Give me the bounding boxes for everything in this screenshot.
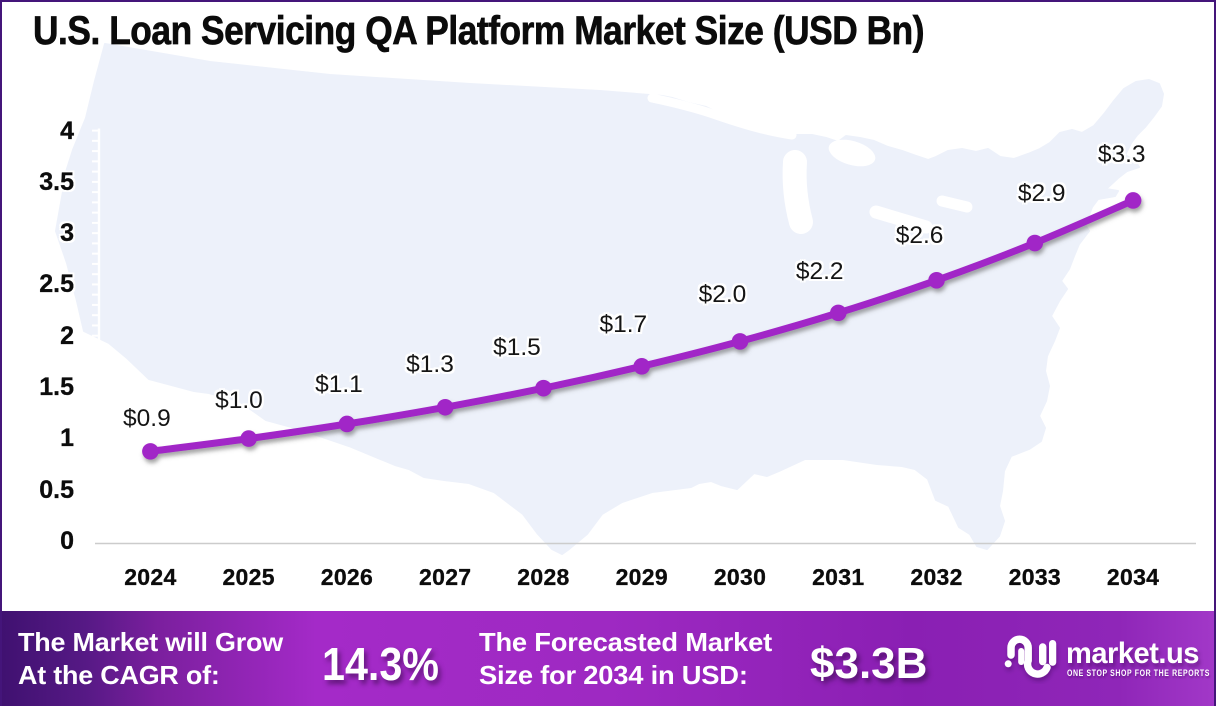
data-point-2034: [1124, 192, 1142, 209]
forecast-value: $3.3B: [810, 639, 928, 688]
x-tick-label-2034: 2034: [1106, 564, 1160, 590]
us-map-silhouette: [55, 43, 1164, 555]
cagr-label-line1: The Market will Grow: [18, 627, 283, 657]
data-point-2033: [1026, 234, 1044, 252]
lake-michigan: [782, 150, 813, 234]
data-point-2031: [829, 304, 847, 322]
data-point-2029: [633, 358, 651, 375]
logo-tagline: ONE STOP SHOP FOR THE REPORTS: [1067, 667, 1211, 678]
y-tick-label-2.5: 2.5: [39, 270, 74, 299]
data-point-2027: [436, 398, 454, 416]
marketus-logo-icon: [1004, 635, 1057, 678]
point-label-2026: $1.1: [315, 371, 363, 399]
x-tick-label-2029: 2029: [615, 564, 668, 590]
x-tick-label-2033: 2033: [1008, 564, 1062, 590]
point-label-2032: $2.6: [895, 221, 944, 249]
x-tick-label-2026: 2026: [320, 564, 374, 590]
data-point-2032: [928, 271, 945, 289]
x-tick-label-2032: 2032: [910, 564, 963, 590]
lake-erie: [869, 205, 933, 234]
forecast-label: The Forecasted Market Size for 2034 in U…: [479, 626, 772, 692]
point-label-2028: $1.5: [493, 333, 541, 361]
x-tick-label-2030: 2030: [713, 564, 767, 590]
y-tick-label-3: 3: [60, 219, 74, 248]
logo-wordmark: market.us: [1066, 637, 1199, 670]
footer-band: The Market will Grow At the CAGR of: 14.…: [0, 611, 1216, 706]
y-tick-label-3.5: 3.5: [39, 167, 74, 196]
logo-swoosh: [1007, 635, 1051, 678]
forecast-label-line1: The Forecasted Market: [479, 627, 772, 657]
data-point-2026: [338, 415, 356, 433]
point-label-2030: $2.0: [698, 280, 747, 308]
y-tick-label-2: 2: [60, 321, 74, 350]
point-label-2027: $1.3: [406, 350, 454, 378]
y-tick-label-0.5: 0.5: [39, 475, 74, 504]
y-tick-label-1.5: 1.5: [39, 372, 74, 401]
x-tick-label-2025: 2025: [222, 564, 275, 590]
y-tick-label-1: 1: [60, 424, 74, 453]
point-label-2031: $2.2: [795, 258, 844, 286]
x-tick-label-2031: 2031: [812, 564, 865, 590]
logo-dot: [1004, 660, 1012, 668]
great-lakes-cutouts: [647, 93, 973, 234]
lake-huron: [828, 139, 876, 167]
y-tick-label-4: 4: [60, 116, 74, 145]
data-point-markers: [142, 192, 1142, 460]
x-tick-label-2027: 2027: [419, 564, 472, 590]
point-label-2034: $3.3: [1097, 141, 1146, 169]
data-point-2025: [240, 430, 257, 447]
y-axis: [92, 128, 101, 545]
point-label-2025: $1.0: [215, 386, 263, 414]
point-label-2033: $2.9: [1017, 179, 1066, 207]
cagr-value: 14.3%: [322, 637, 440, 690]
data-point-2030: [731, 333, 749, 350]
point-label-2029: $1.7: [599, 310, 648, 338]
forecast-label-line2: Size for 2034 in USD:: [479, 660, 748, 690]
chart-title: U.S. Loan Servicing QA Platform Market S…: [33, 9, 925, 54]
point-label-2024: $0.9: [123, 405, 171, 433]
cagr-label: The Market will Grow At the CAGR of:: [18, 626, 283, 692]
data-point-2028: [535, 379, 552, 397]
cagr-label-line2: At the CAGR of:: [18, 660, 220, 690]
lake-superior: [647, 93, 797, 140]
us-map-outline: [55, 43, 1164, 555]
data-point-2024: [142, 443, 159, 460]
y-tick-label-0: 0: [60, 526, 74, 555]
x-tick-label-2024: 2024: [124, 564, 177, 590]
x-tick-label-2028: 2028: [517, 564, 570, 590]
lake-ontario: [936, 195, 973, 213]
